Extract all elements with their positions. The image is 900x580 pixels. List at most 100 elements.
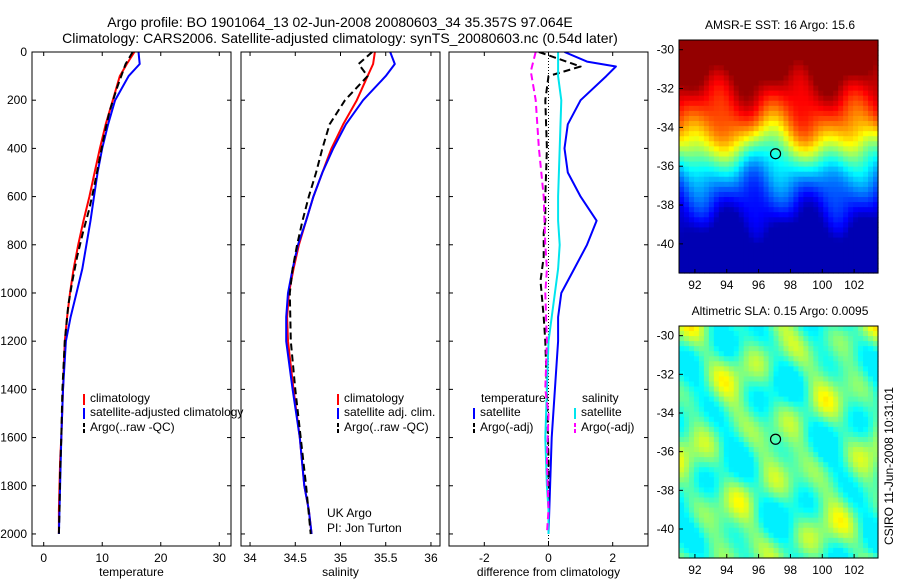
map-1-cell bbox=[843, 416, 849, 423]
map-0-cell bbox=[768, 212, 775, 218]
map-0-cell bbox=[818, 202, 824, 208]
map-1-cell bbox=[733, 406, 740, 413]
map-0-cell bbox=[718, 65, 725, 71]
map-0-cell bbox=[758, 80, 765, 87]
map-1-cell bbox=[718, 477, 725, 483]
map-0-cell bbox=[783, 40, 790, 46]
map-1-cell bbox=[693, 517, 700, 524]
map-1-cell bbox=[863, 537, 869, 544]
map-0-cell bbox=[858, 80, 864, 87]
map-1-cell bbox=[778, 497, 785, 504]
map-0-cell bbox=[723, 50, 730, 56]
map-0-cell bbox=[788, 45, 795, 51]
map-1-cell bbox=[688, 497, 695, 504]
map-1-cell bbox=[703, 356, 710, 362]
map-1-cell bbox=[773, 527, 780, 534]
map-1-cell bbox=[853, 487, 859, 494]
map-1-cell bbox=[873, 356, 879, 362]
map-1-cell bbox=[868, 482, 874, 488]
map-1-cell bbox=[833, 376, 839, 383]
map-0-cell bbox=[858, 212, 864, 218]
map-0-cell bbox=[843, 45, 849, 51]
map-1-cell bbox=[728, 381, 735, 388]
map-0-cell bbox=[848, 126, 854, 132]
map-0-cell bbox=[863, 90, 869, 97]
map-0-cell bbox=[733, 247, 740, 254]
map-1-cell bbox=[873, 552, 879, 559]
map-0-cell bbox=[703, 121, 710, 127]
map-0-cell bbox=[868, 60, 874, 66]
map-0-cell bbox=[823, 267, 829, 274]
map-0-cell bbox=[798, 191, 804, 198]
map-0-cell bbox=[838, 212, 844, 218]
map-1-cell bbox=[773, 537, 780, 544]
map-0-cell bbox=[823, 70, 829, 77]
map-1-cell bbox=[763, 431, 770, 438]
map-1-xtick-label: 100 bbox=[812, 563, 832, 577]
map-0-cell bbox=[768, 75, 775, 82]
map-1-cell bbox=[763, 396, 770, 403]
map-0-cell bbox=[748, 171, 755, 178]
map-1-cell bbox=[703, 452, 710, 458]
map-1-cell bbox=[868, 376, 874, 383]
map-0-cell bbox=[703, 257, 710, 264]
map-0-cell bbox=[858, 105, 864, 112]
map-0-cell bbox=[813, 247, 819, 254]
map-1-cell bbox=[748, 532, 755, 539]
map-0-cell bbox=[698, 115, 705, 122]
map-0-cell bbox=[683, 121, 690, 127]
depth-tick-label: 1400 bbox=[0, 382, 27, 396]
map-1-cell bbox=[713, 547, 720, 554]
map-1-cell bbox=[853, 467, 859, 473]
map-0-cell bbox=[748, 227, 755, 234]
map-0-cell bbox=[778, 267, 785, 274]
map-1-cell bbox=[853, 431, 859, 438]
map-0-cell bbox=[808, 126, 814, 132]
map-1-cell bbox=[788, 361, 795, 367]
map-0-cell bbox=[808, 75, 814, 82]
map-1-cell bbox=[698, 396, 705, 403]
map-0-cell bbox=[773, 191, 780, 198]
map-1-cell bbox=[753, 406, 760, 413]
map-0-cell bbox=[753, 126, 760, 132]
map-0-cell bbox=[803, 217, 809, 223]
map-0-cell bbox=[708, 191, 715, 198]
map-0-cell bbox=[773, 232, 780, 239]
map-0-cell bbox=[858, 141, 864, 147]
map-0-cell bbox=[713, 156, 720, 163]
map-1-cell bbox=[708, 452, 715, 458]
map-0-cell bbox=[818, 257, 824, 264]
map-0-cell bbox=[803, 247, 809, 254]
map-1-cell bbox=[788, 482, 795, 488]
map-1-cell bbox=[743, 326, 750, 332]
map-1-cell bbox=[708, 512, 715, 519]
map-0-cell bbox=[828, 95, 834, 102]
map-1-cell bbox=[843, 497, 849, 504]
map-0-cell bbox=[703, 141, 710, 147]
map-1-cell bbox=[713, 431, 720, 438]
map-0-cell bbox=[683, 110, 690, 117]
map-0-cell bbox=[743, 105, 750, 112]
map-1-cell bbox=[798, 532, 804, 539]
map-0-cell bbox=[783, 121, 790, 127]
map-0-cell bbox=[679, 267, 685, 274]
map-1-cell bbox=[818, 507, 824, 514]
map-1-cell bbox=[708, 447, 715, 453]
map-0-cell bbox=[838, 65, 844, 71]
map-1-cell bbox=[783, 527, 790, 534]
map-1-cell bbox=[788, 502, 795, 509]
map-0-cell bbox=[823, 257, 829, 264]
map-1-cell bbox=[698, 467, 705, 473]
map-1-cell bbox=[748, 477, 755, 483]
map-1-cell bbox=[748, 416, 755, 423]
map-0-cell bbox=[863, 222, 869, 229]
map-1-cell bbox=[679, 401, 685, 408]
map-1-cell bbox=[679, 386, 685, 393]
map-1-cell bbox=[683, 426, 690, 433]
map-0-cell bbox=[833, 212, 839, 218]
map-0-cell bbox=[728, 151, 735, 158]
map-0-cell bbox=[803, 100, 809, 107]
map-1-cell bbox=[813, 532, 819, 539]
map-1-cell bbox=[763, 462, 770, 468]
map-1-cell bbox=[738, 431, 745, 438]
